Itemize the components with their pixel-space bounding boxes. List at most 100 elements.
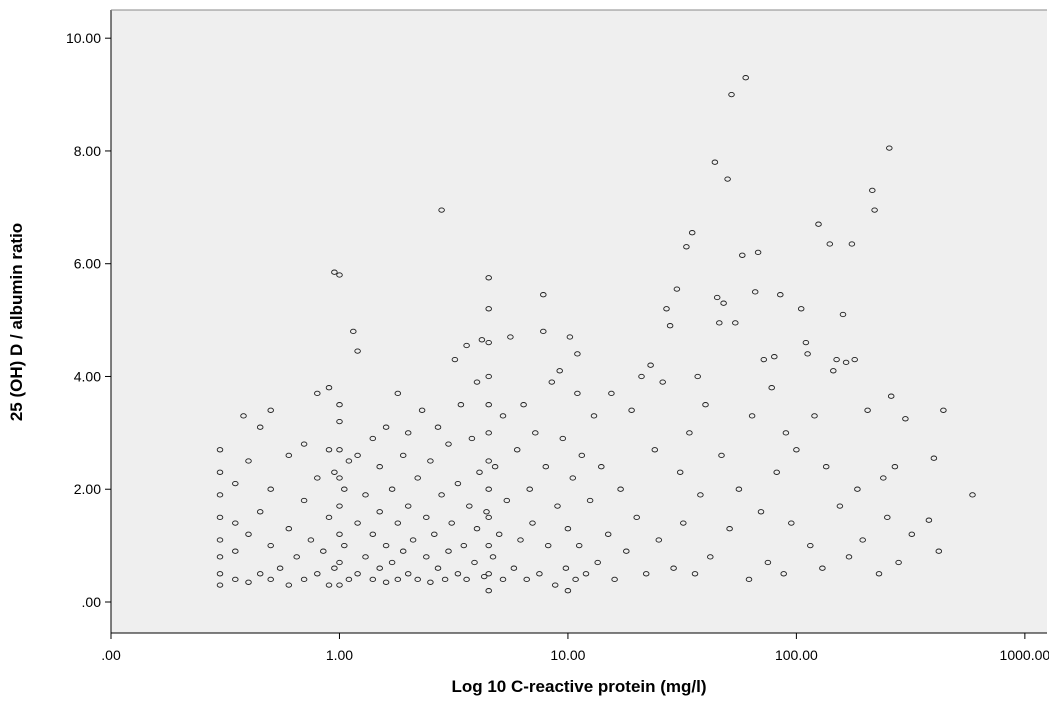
data-point — [604, 531, 612, 537]
x-tick-label: 100.00 — [775, 647, 818, 663]
data-point — [216, 537, 224, 543]
data-point — [513, 447, 521, 453]
data-point — [859, 537, 866, 543]
data-point — [544, 542, 552, 549]
data-point — [394, 520, 402, 526]
data-point — [848, 241, 856, 247]
data-point — [216, 554, 224, 560]
data-point — [485, 571, 492, 577]
data-point — [245, 579, 252, 585]
data-point — [713, 294, 721, 301]
data-point — [460, 542, 468, 549]
data-point — [267, 576, 274, 583]
data-point — [659, 379, 666, 385]
data-point — [880, 475, 887, 481]
data-point — [869, 187, 876, 194]
data-point — [788, 520, 795, 526]
data-point — [540, 328, 547, 335]
data-point — [485, 588, 492, 594]
data-point — [300, 497, 308, 504]
data-point — [325, 582, 333, 588]
data-point — [718, 452, 725, 459]
data-point — [434, 565, 442, 571]
data-point — [617, 486, 624, 492]
data-point — [414, 475, 421, 481]
data-point — [751, 289, 759, 295]
data-point — [688, 230, 696, 236]
data-point — [642, 571, 650, 577]
data-point — [680, 520, 687, 526]
data-point — [628, 407, 635, 413]
data-point — [489, 554, 497, 560]
data-point — [216, 582, 224, 588]
data-point — [336, 503, 343, 509]
data-point — [887, 393, 895, 399]
data-point — [216, 492, 224, 498]
data-point — [686, 430, 693, 436]
data-point — [908, 531, 916, 537]
data-point — [345, 458, 353, 464]
data-point — [418, 407, 426, 413]
data-point — [556, 368, 563, 374]
data-point — [611, 576, 618, 583]
x-tick-label: 1000.00 — [1000, 647, 1049, 663]
data-point — [314, 475, 321, 481]
data-point — [724, 176, 731, 182]
data-point — [760, 356, 768, 363]
data-point — [935, 548, 943, 554]
data-point — [503, 497, 511, 504]
data-point — [845, 554, 853, 560]
data-point — [369, 531, 377, 537]
y-tick-label: .00 — [82, 594, 102, 610]
data-point — [445, 548, 452, 554]
data-point — [754, 249, 762, 256]
data-point — [256, 571, 264, 577]
data-point — [331, 269, 338, 275]
data-point — [822, 464, 830, 470]
data-point — [216, 571, 224, 577]
data-point — [376, 509, 383, 515]
data-point — [354, 571, 361, 577]
data-point — [768, 385, 775, 391]
data-point — [529, 520, 536, 526]
data-point — [485, 275, 492, 281]
data-point — [454, 571, 462, 577]
data-point — [466, 503, 473, 509]
data-point — [369, 435, 377, 442]
data-point — [940, 407, 947, 413]
data-point — [341, 486, 348, 492]
data-point — [399, 548, 407, 554]
data-point — [463, 342, 470, 349]
data-point — [757, 509, 765, 515]
data-point — [499, 576, 507, 583]
data-point — [331, 469, 338, 475]
data-point — [354, 348, 361, 354]
data-point — [485, 458, 492, 464]
data-point — [902, 416, 909, 422]
data-point — [369, 576, 377, 583]
data-point — [826, 241, 834, 247]
data-point — [683, 244, 690, 250]
y-tick-label: 4.00 — [74, 368, 101, 384]
data-point — [633, 514, 640, 521]
data-point — [548, 379, 556, 385]
x-tick-label: 10.00 — [550, 647, 585, 663]
data-point — [554, 503, 561, 509]
data-point — [354, 520, 361, 526]
data-point — [807, 542, 814, 549]
data-point — [842, 359, 850, 366]
data-point — [376, 464, 383, 470]
data-point — [382, 542, 390, 549]
data-point — [314, 390, 321, 397]
data-point — [598, 464, 605, 470]
data-point — [404, 571, 412, 577]
data-point — [438, 207, 445, 213]
data-point — [526, 486, 533, 492]
data-point — [216, 514, 224, 521]
data-point — [382, 424, 390, 430]
data-point — [891, 464, 899, 470]
data-point — [325, 385, 333, 391]
data-point — [720, 300, 727, 306]
data-point — [495, 531, 503, 537]
